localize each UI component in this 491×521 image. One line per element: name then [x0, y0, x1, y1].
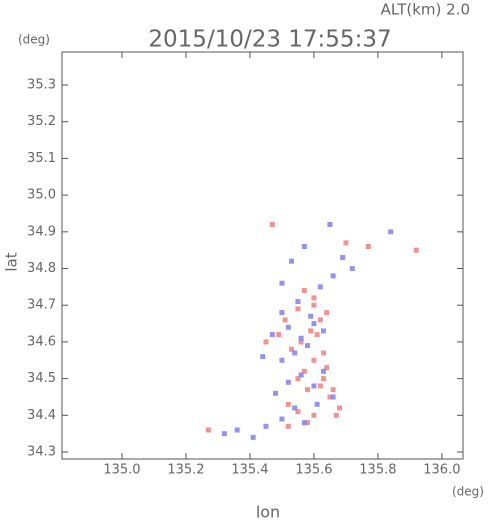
x-tick-label: 135.4 [231, 463, 268, 478]
echo-cell [327, 221, 333, 227]
y-tick-label: 34.5 [27, 371, 56, 386]
echo-cell [269, 221, 275, 227]
echo-cell [321, 368, 327, 374]
x-tick-label: 135.0 [103, 463, 140, 478]
echo-cell [388, 229, 394, 235]
echo-cell [295, 306, 301, 312]
y-tick-label: 34.9 [27, 224, 56, 239]
echo-cell [301, 420, 307, 426]
echo-cell [317, 383, 323, 389]
echo-cell [234, 427, 240, 433]
echo-cell [205, 427, 211, 433]
echo-cell [301, 244, 307, 250]
echo-cell [279, 310, 285, 316]
echo-cell [263, 339, 269, 345]
y-tick-label: 35.1 [27, 151, 56, 166]
y-tick-label: 34.4 [27, 408, 56, 423]
echo-cell [301, 288, 307, 294]
echo-cell [349, 266, 355, 272]
x-tick-label: 135.6 [295, 463, 332, 478]
echo-cell [279, 280, 285, 286]
chart-title: 2015/10/23 17:55:37 [148, 27, 391, 53]
echo-cell [295, 409, 301, 415]
echo-cell [292, 405, 298, 411]
echo-cell [321, 328, 327, 334]
echo-cell [308, 328, 314, 334]
echo-cell [330, 273, 336, 279]
echo-cell [292, 350, 298, 356]
echo-cell [263, 423, 269, 429]
echo-cell [340, 255, 346, 261]
altitude-label: ALT(km) 2.0 [381, 1, 470, 19]
y-tick-label: 34.3 [27, 445, 56, 460]
echo-cell [327, 394, 333, 400]
x-axis-label: lon [256, 503, 280, 521]
y-tick-label: 34.6 [27, 334, 56, 349]
echo-cell [260, 354, 266, 360]
y-tick-label: 34.8 [27, 261, 56, 276]
echo-cell [311, 383, 317, 389]
y-tick-label: 34.7 [27, 298, 56, 313]
echo-cell [311, 302, 317, 308]
echo-cell [314, 332, 320, 338]
y-unit: (deg) [18, 33, 50, 47]
echo-cell [301, 368, 307, 374]
echo-cell [321, 376, 327, 382]
echo-cell [308, 313, 314, 319]
echo-cell [285, 324, 291, 330]
echo-cell [311, 321, 317, 327]
echo-cell [279, 416, 285, 422]
x-tick-label: 136.0 [423, 463, 460, 478]
echo-cell [330, 387, 336, 393]
echo-cell [311, 412, 317, 418]
echo-cell [365, 244, 371, 250]
echo-cell [282, 317, 288, 323]
echo-cell [285, 379, 291, 385]
y-tick-label: 35.2 [27, 114, 56, 129]
echo-cell [333, 412, 339, 418]
echo-cell [324, 310, 330, 316]
echo-cell [273, 390, 279, 396]
echo-cell [317, 284, 323, 290]
x-tick-label: 135.2 [167, 463, 204, 478]
echo-cell [298, 339, 304, 345]
echo-cell [317, 317, 323, 323]
echo-cell [321, 350, 327, 356]
y-tick-label: 35.0 [27, 188, 56, 203]
echo-cell [311, 295, 317, 301]
echo-cell [269, 332, 275, 338]
echo-cell [276, 332, 282, 338]
echo-cell [314, 401, 320, 407]
x-unit: (deg) [452, 485, 484, 499]
echo-cell [289, 346, 295, 352]
echo-cell [298, 372, 304, 378]
plot-frame [61, 51, 464, 460]
echo-cell [295, 376, 301, 382]
echo-cell [324, 365, 330, 371]
echo-cell [279, 357, 285, 363]
y-tick-label: 35.3 [27, 78, 56, 93]
echo-cell [298, 335, 304, 341]
echo-cell [289, 258, 295, 264]
echo-cell [311, 357, 317, 363]
x-tick-label: 135.8 [359, 463, 396, 478]
echo-cell [285, 423, 291, 429]
echo-cell [305, 387, 311, 393]
y-axis-label: lat [3, 252, 21, 271]
echo-cell [337, 405, 343, 411]
echo-cell [221, 431, 227, 437]
echo-cell [250, 434, 256, 440]
echo-cell [305, 420, 311, 426]
echo-cell [285, 401, 291, 407]
echo-cell [343, 240, 349, 246]
echo-cell [413, 247, 419, 253]
echo-cell [295, 299, 301, 305]
echo-cell [305, 343, 311, 349]
echo-cell [330, 394, 336, 400]
